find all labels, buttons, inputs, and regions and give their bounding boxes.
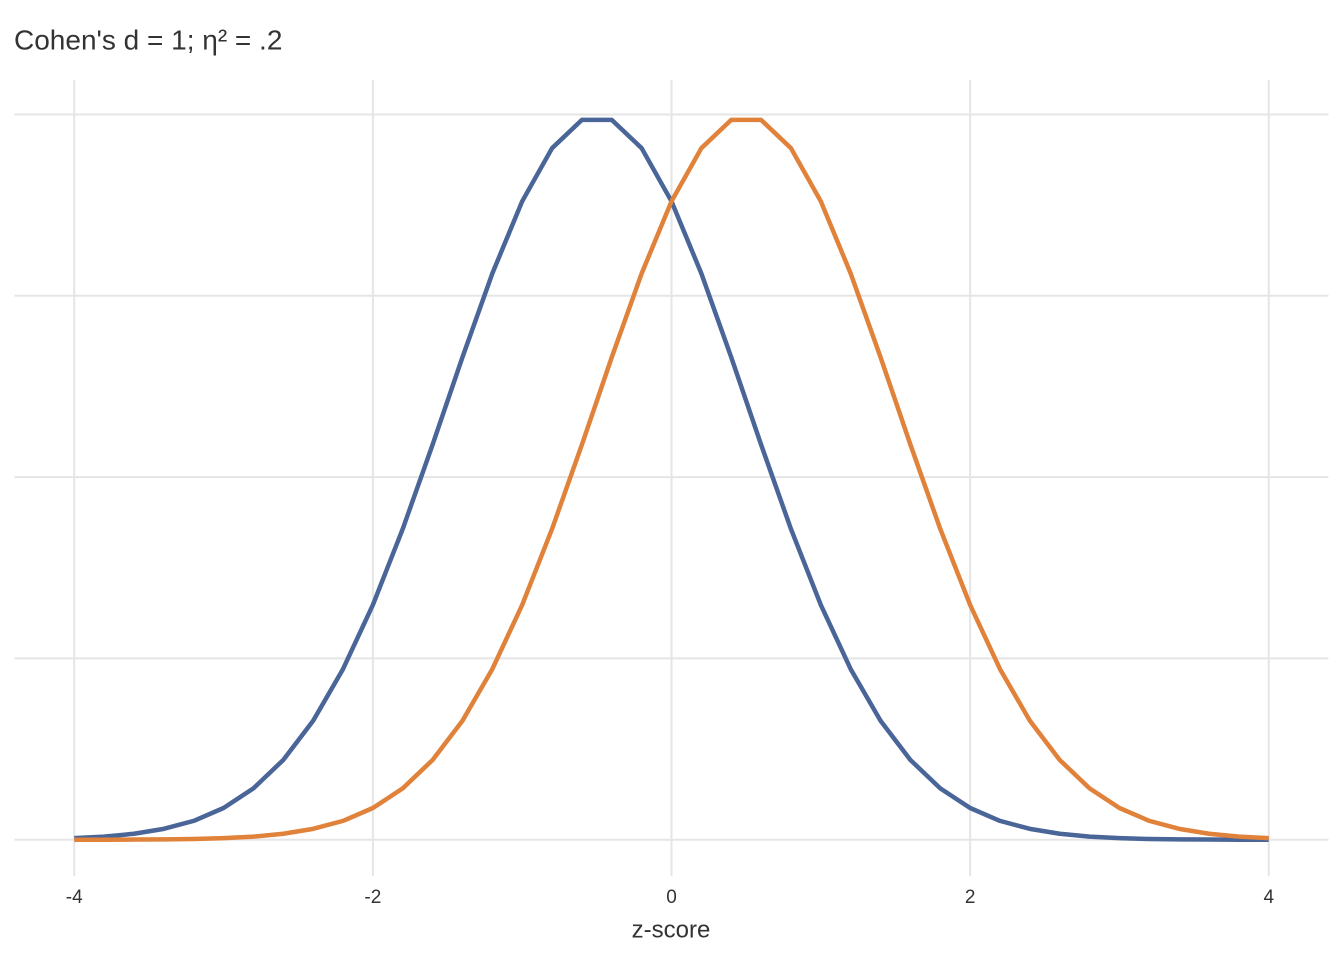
x-tick-label: 2 [965, 887, 976, 908]
x-tick-label: -4 [66, 887, 83, 908]
chart-title: Cohen's d = 1; η² = .2 [14, 24, 282, 55]
x-axis-label: z-score [632, 916, 711, 943]
x-tick-label: -2 [364, 887, 381, 908]
density-line [74, 117, 1269, 842]
x-tick-label: 0 [666, 887, 677, 908]
x-tick-label: 4 [1263, 887, 1274, 908]
